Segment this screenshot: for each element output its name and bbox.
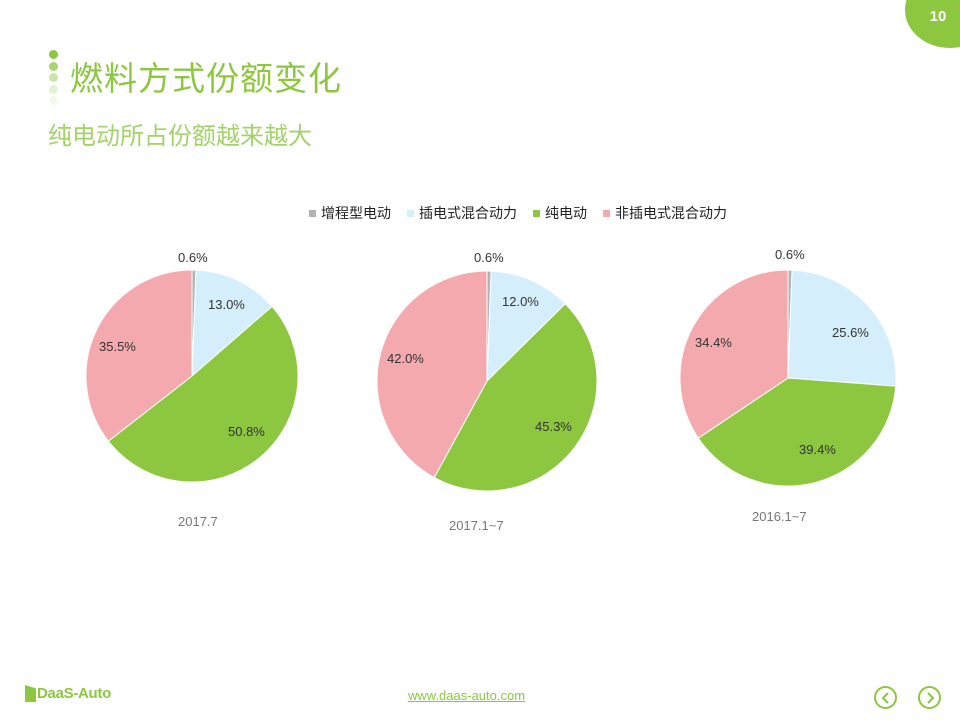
- pie-slice: [486, 270, 567, 383]
- slice-label: 34.4%: [695, 335, 732, 350]
- page-subtitle: 纯电动所占份额越来越大: [48, 122, 312, 150]
- slice-label: 13.0%: [208, 297, 245, 312]
- website-link[interactable]: www.daas-auto.com: [408, 688, 526, 703]
- previous-page-button[interactable]: [874, 686, 897, 709]
- slice-label: 50.8%: [228, 424, 265, 439]
- logo-text: DaaS-Auto: [37, 685, 111, 702]
- legend-swatch-icon: [407, 209, 414, 217]
- page-number: 10: [929, 8, 947, 25]
- pie-period-label: 2016.1~7: [752, 509, 807, 524]
- pie-chart-2017-7: [85, 269, 299, 483]
- pie-slice: [679, 269, 789, 439]
- chevron-left-icon: [881, 691, 889, 704]
- slice-label: 25.6%: [832, 325, 869, 340]
- pie-chart-2017-1-7: [376, 270, 598, 492]
- pie-slice: [191, 269, 273, 378]
- legend-label: 增程型电动: [321, 206, 391, 222]
- dot-icon: [49, 84, 58, 94]
- legend-item-range-extended: 增程型电动: [309, 203, 391, 223]
- slice-label: 0.6%: [178, 250, 208, 265]
- legend-label: 纯电动: [545, 206, 587, 222]
- pie-chart-2016-1-7: [679, 269, 897, 487]
- pie-slice: [85, 269, 193, 442]
- logo-mark-icon: [25, 685, 36, 702]
- pie-slice: [433, 303, 598, 492]
- slice-label: 39.4%: [799, 442, 836, 457]
- slice-label: 45.3%: [535, 419, 572, 434]
- legend-swatch-icon: [603, 209, 610, 217]
- pie-period-label: 2017.1~7: [449, 518, 504, 533]
- pie-slice: [107, 305, 299, 483]
- slice-label: 0.6%: [474, 250, 504, 265]
- page-title: 燃料方式份额变化: [70, 59, 342, 98]
- chevron-right-icon: [926, 691, 934, 704]
- dot-icon: [49, 50, 58, 59]
- pie-period-label: 2017.7: [178, 514, 218, 529]
- daas-auto-logo: DaaS-Auto: [25, 685, 111, 702]
- pie-slice: [376, 270, 488, 479]
- dot-icon: [49, 96, 58, 105]
- slice-label: 0.6%: [775, 247, 805, 262]
- slice-label: 35.5%: [99, 339, 136, 354]
- title-decoration-dots: [49, 50, 59, 108]
- legend-item-pure-electric: 纯电动: [533, 203, 587, 223]
- pie-slice: [787, 269, 897, 387]
- legend-label: 插电式混合动力: [419, 206, 517, 222]
- chart-legend: 增程型电动 插电式混合动力 纯电动 非插电式混合动力: [309, 203, 743, 223]
- slice-label: 12.0%: [502, 294, 539, 309]
- dot-icon: [49, 73, 58, 82]
- legend-item-plug-in-hybrid: 插电式混合动力: [407, 203, 517, 223]
- next-page-button[interactable]: [918, 686, 941, 709]
- slice-label: 42.0%: [387, 351, 424, 366]
- legend-label: 非插电式混合动力: [615, 206, 727, 222]
- pie-slice: [697, 377, 897, 487]
- legend-item-non-plug-hybrid: 非插电式混合动力: [603, 203, 727, 223]
- legend-swatch-icon: [309, 209, 316, 217]
- dot-icon: [49, 61, 58, 71]
- legend-swatch-icon: [533, 209, 540, 217]
